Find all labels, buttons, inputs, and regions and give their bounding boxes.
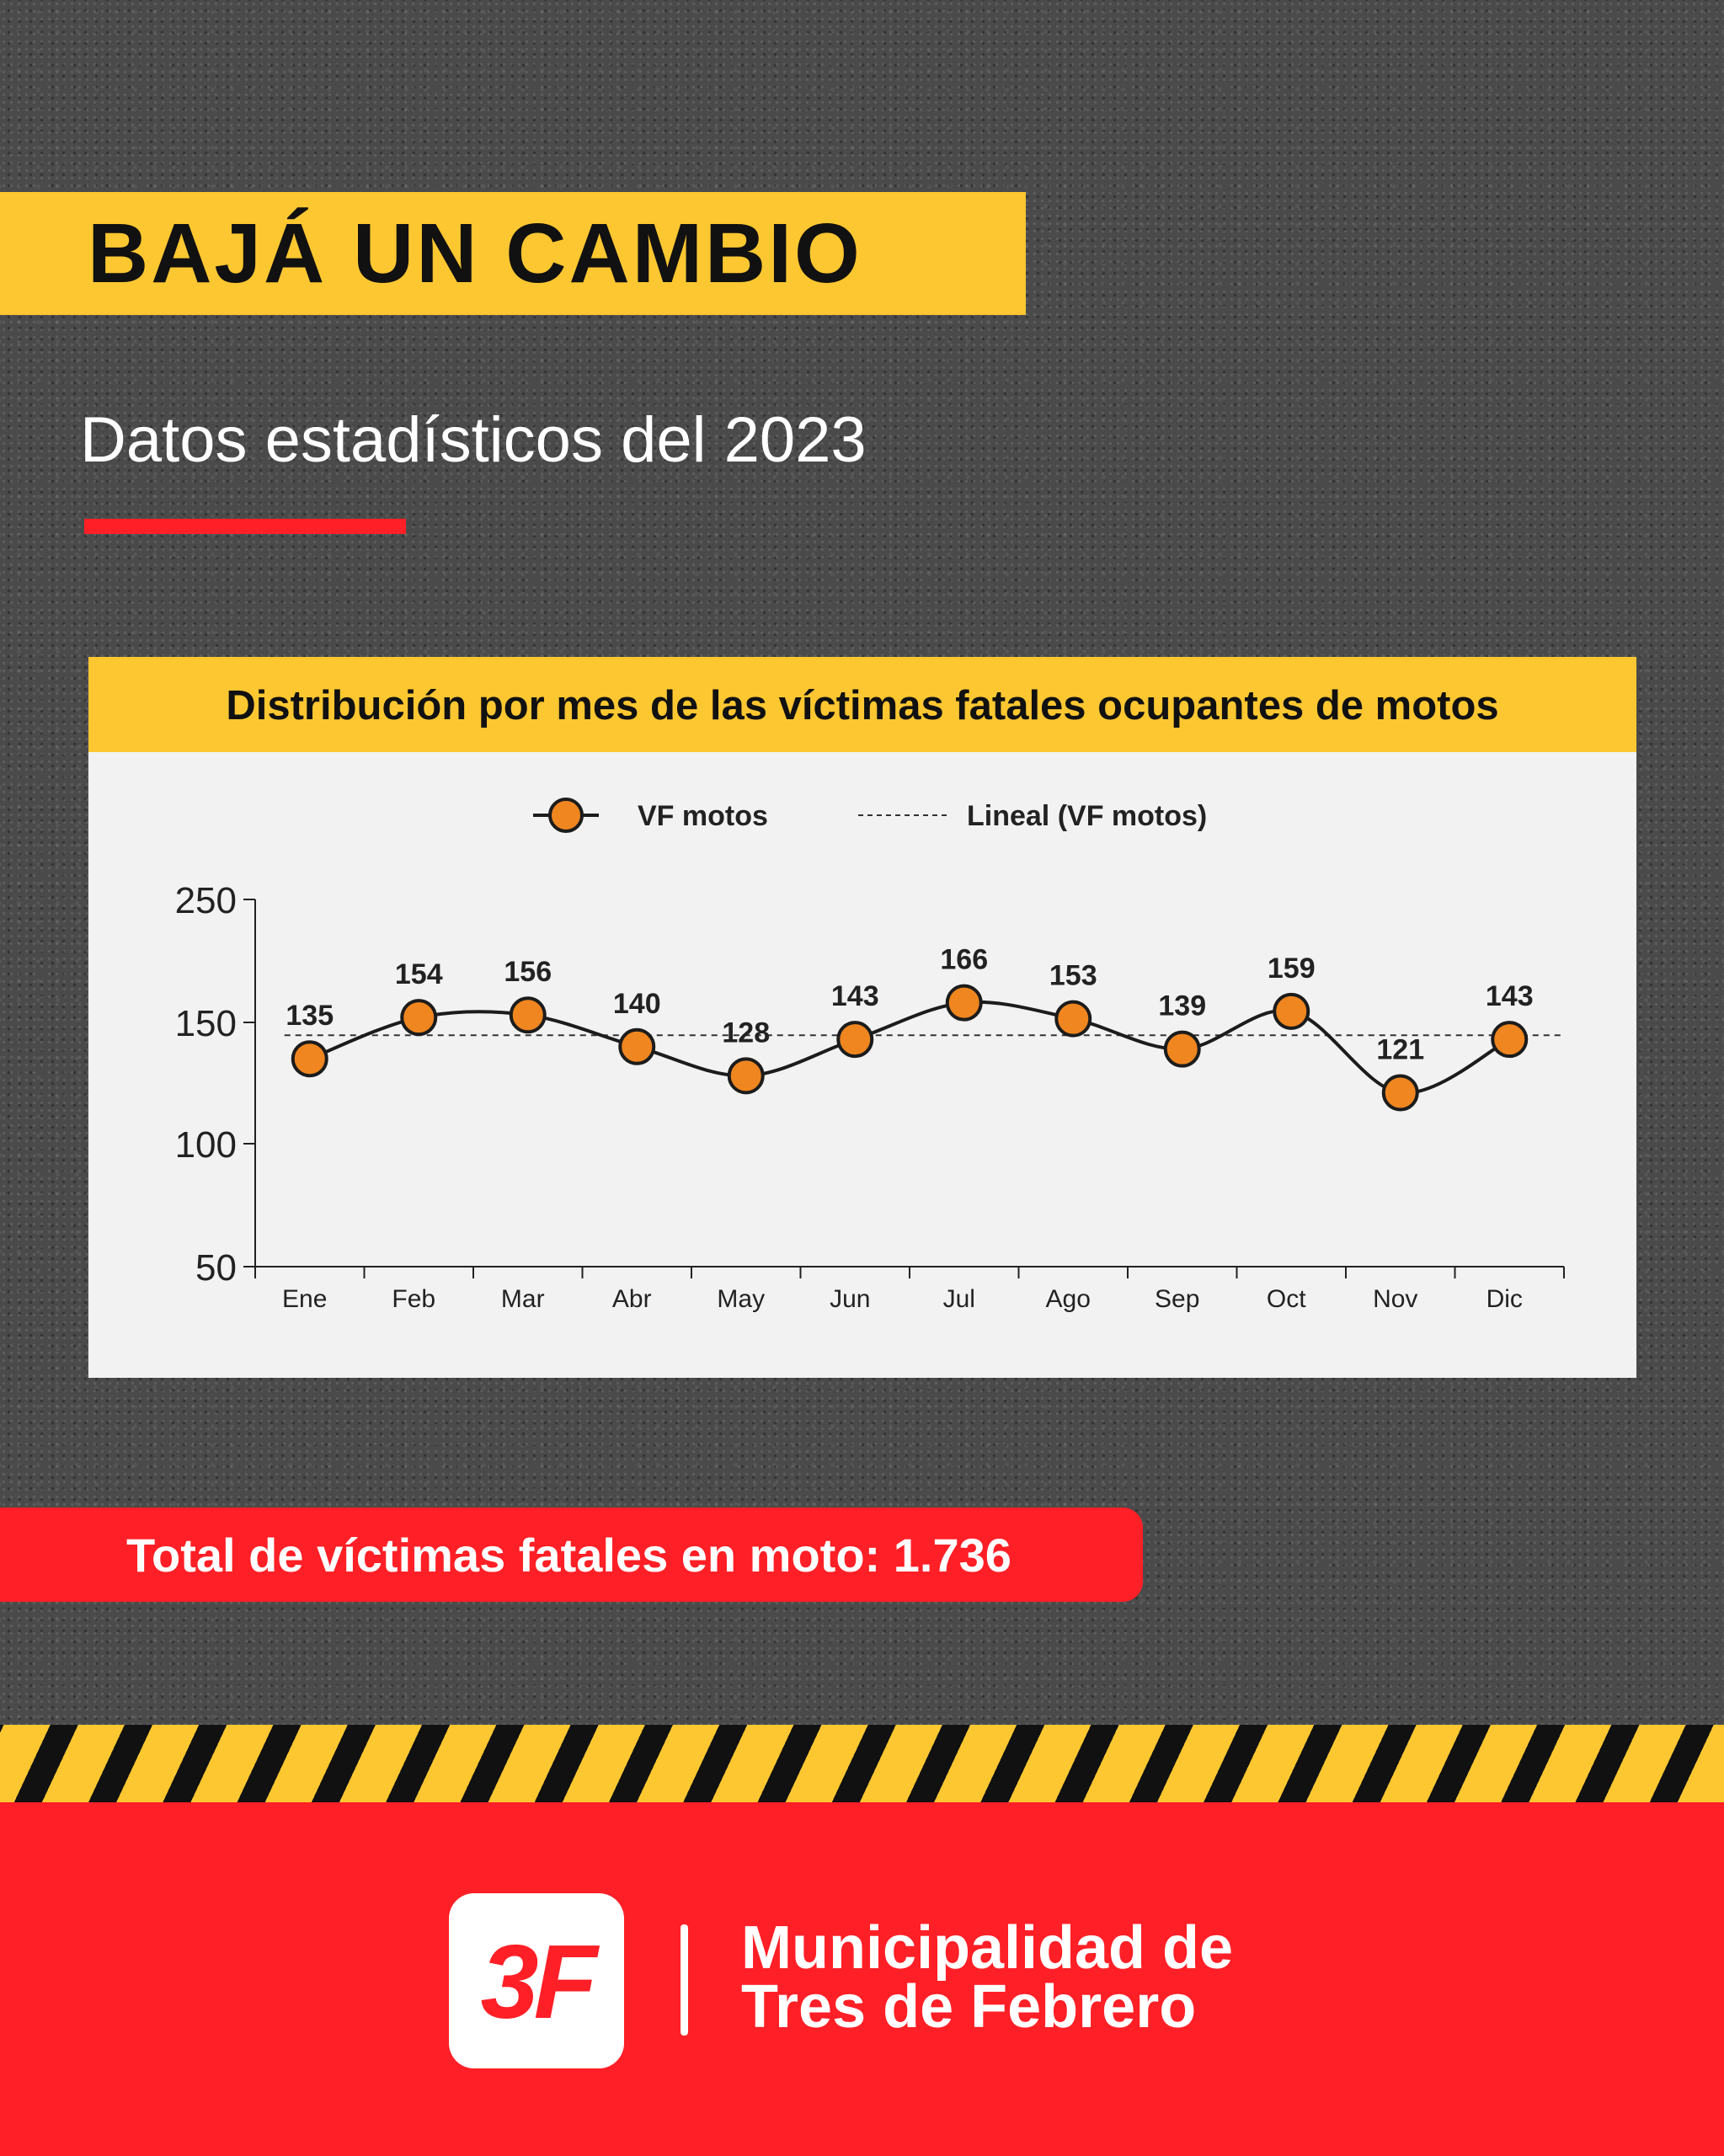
- chart-series-group: [291, 984, 1529, 1112]
- total-victims-text: Total de víctimas fatales en moto: 1.736: [126, 1529, 1011, 1582]
- data-label: 159: [1268, 953, 1316, 985]
- data-label: 154: [395, 958, 443, 990]
- x-tick-label: Jul: [943, 1285, 975, 1313]
- footer: 3F Municipalidad de Tres de Febrero: [0, 1802, 1724, 2156]
- data-point: [945, 984, 983, 1022]
- x-tick-label: Ago: [1046, 1285, 1091, 1313]
- data-point: [1163, 1030, 1201, 1068]
- x-tick-label: Dic: [1486, 1285, 1523, 1313]
- data-label: 128: [722, 1017, 770, 1049]
- logo-badge: 3F: [449, 1893, 624, 2068]
- data-label: 166: [940, 944, 988, 976]
- data-label: 140: [613, 988, 661, 1020]
- hazard-stripe: [0, 1725, 1724, 1802]
- data-point: [1491, 1021, 1529, 1059]
- legend-series-marker: [548, 798, 584, 833]
- subtitle-underline: [84, 519, 406, 534]
- data-point: [727, 1057, 765, 1095]
- chart-card: VF motos Lineal (VF motos) 250 150 100 50 Ene…: [88, 657, 1636, 1378]
- data-label: 156: [504, 956, 552, 988]
- data-point: [1381, 1074, 1419, 1112]
- x-tick-label: Nov: [1373, 1285, 1417, 1313]
- page-subtitle: Datos estadísticos del 2023: [80, 404, 867, 476]
- organization-name: Municipalidad de Tres de Febrero: [741, 1914, 1234, 2041]
- x-tick-label: Feb: [392, 1285, 435, 1313]
- data-point: [291, 1040, 328, 1078]
- x-tick-label: Abr: [612, 1285, 652, 1313]
- line-chart: VF motos Lineal (VF motos) 250 150 100 50 Ene…: [175, 798, 1565, 1313]
- chart-legend: VF motos Lineal (VF motos): [533, 798, 1207, 833]
- organization-name-line2: Tres de Febrero: [741, 1973, 1197, 2041]
- data-point: [1273, 992, 1310, 1030]
- x-tick-label: Jun: [830, 1285, 870, 1313]
- legend-series-label: VF motos: [638, 800, 768, 832]
- page-title: BAJÁ UN CAMBIO: [88, 206, 862, 301]
- y-tick-label: 250: [175, 880, 237, 921]
- footer-divider: [681, 1924, 688, 2036]
- data-label: 121: [1376, 1034, 1424, 1066]
- chart-title: Distribución por mes de las víctimas fat…: [226, 683, 1499, 728]
- data-point: [400, 999, 438, 1037]
- x-tick-label: Sep: [1155, 1285, 1199, 1313]
- chart-axes: 250 150 100 50 Ene Feb Mar Abr May Jun Jul Ago Sep Oc…: [175, 880, 1565, 1313]
- data-label: 139: [1158, 990, 1206, 1022]
- y-tick-label: 50: [195, 1247, 237, 1289]
- data-point: [836, 1021, 874, 1059]
- data-label: 135: [286, 1000, 334, 1032]
- series-line: [309, 1000, 1511, 1095]
- x-tick-label: Oct: [1267, 1285, 1306, 1313]
- chart-header: Distribución por mes de las víctimas fat…: [88, 657, 1636, 752]
- x-tick-label: Mar: [501, 1285, 545, 1313]
- data-point: [509, 996, 547, 1034]
- x-tick-label: Ene: [282, 1285, 327, 1313]
- data-point: [618, 1027, 656, 1065]
- title-banner: [0, 192, 1026, 315]
- data-label: 143: [1486, 980, 1534, 1012]
- data-label: 153: [1049, 960, 1097, 992]
- logo-3f: 3F: [480, 1924, 598, 2041]
- chart-data-labels: 135 154 156 140 128 143 166 153 139 159 121 143: [286, 944, 1533, 1066]
- y-tick-label: 150: [175, 1003, 237, 1044]
- data-label: 143: [831, 980, 879, 1012]
- x-tick-label: May: [717, 1285, 765, 1313]
- organization-name-line1: Municipalidad de: [741, 1914, 1234, 1982]
- legend-trendline-label: Lineal (VF motos): [967, 800, 1207, 832]
- y-tick-label: 100: [175, 1124, 237, 1166]
- data-point: [1054, 1000, 1092, 1038]
- total-banner: Total de víctimas fatales en moto: 1.736: [0, 1508, 1143, 1602]
